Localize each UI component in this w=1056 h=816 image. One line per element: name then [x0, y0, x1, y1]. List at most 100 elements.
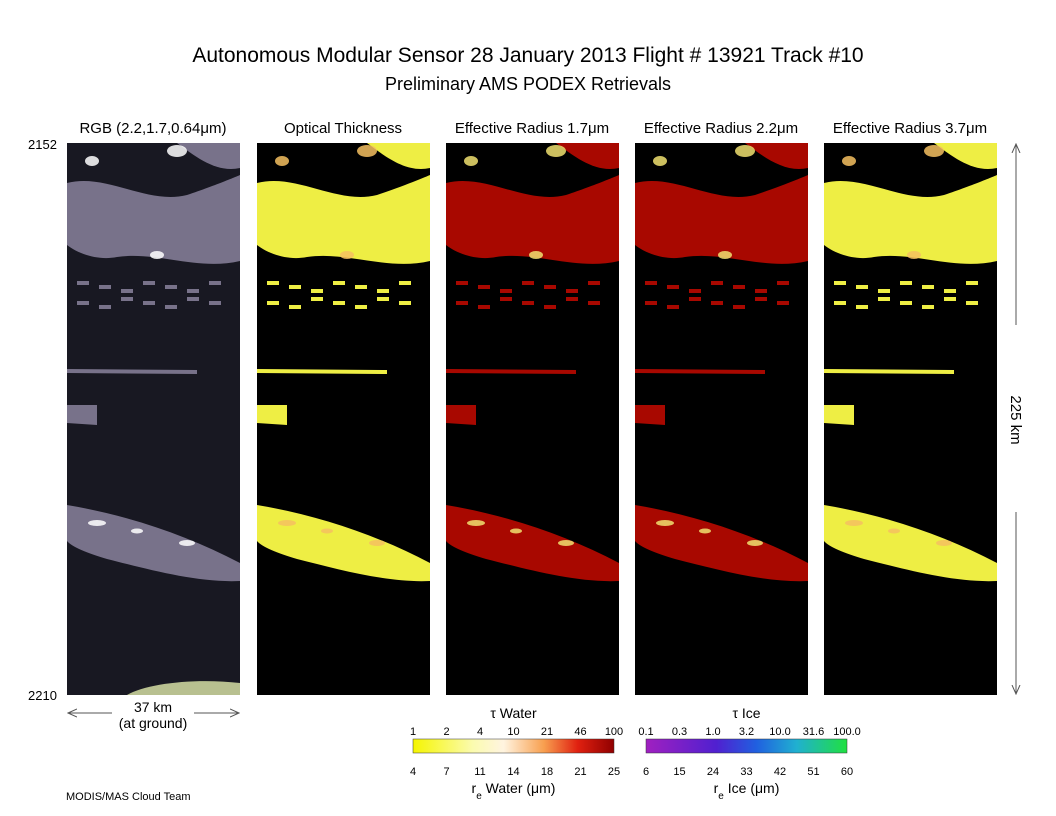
cloud-region — [177, 143, 240, 169]
cloud-cell — [856, 285, 868, 289]
panel-image — [257, 143, 430, 695]
panel-title: Effective Radius 1.7μm — [455, 120, 609, 137]
cloud-cell — [566, 297, 578, 301]
cloud-spot — [907, 251, 921, 259]
cloud-spot — [699, 528, 711, 534]
cloud-cell — [267, 281, 279, 285]
cloud-cell — [399, 301, 411, 305]
cloud-region — [257, 369, 387, 374]
cloud-cell — [834, 301, 846, 305]
colorbar-tick-label: 60 — [841, 766, 853, 778]
subtitle: Preliminary AMS PODEX Retrievals — [385, 74, 671, 94]
cloud-cell — [588, 301, 600, 305]
colorbar-tick-label: 3.2 — [739, 726, 754, 738]
cloud-cell — [878, 297, 890, 301]
cloud-cell — [333, 301, 345, 305]
cloud-region — [257, 175, 430, 264]
cloud-cell — [588, 281, 600, 285]
colorbar-tick-label: 1 — [410, 726, 416, 738]
colorbar-tick-label: 21 — [541, 726, 553, 738]
cloud-cell — [733, 305, 745, 309]
cloud-region — [824, 369, 954, 374]
cloud-region — [446, 405, 476, 425]
cloud-cell — [456, 281, 468, 285]
colorbar-tick-label: 1.0 — [705, 726, 720, 738]
colorbar-bottom-title: re Water (μm) — [472, 780, 556, 802]
cloud-cell — [399, 281, 411, 285]
colorbar-tick-label: 10.0 — [769, 726, 790, 738]
cloud-cell — [922, 285, 934, 289]
cloud-spot — [321, 528, 333, 534]
title-part: e — [476, 791, 482, 802]
cloud-cell — [667, 285, 679, 289]
cloud-cell — [900, 301, 912, 305]
cloud-cell — [944, 289, 956, 293]
colorbar-tick-label: 4 — [477, 726, 483, 738]
cloud-cell — [77, 301, 89, 305]
time-start: 2152 — [28, 137, 57, 152]
cloud-cell — [377, 297, 389, 301]
cloud-region — [257, 405, 287, 425]
label-bg — [112, 700, 194, 730]
cloud-cell — [121, 297, 133, 301]
title-part: r — [472, 780, 477, 796]
cloud-region — [824, 405, 854, 425]
cloud-spot — [150, 251, 164, 259]
cloud-spot — [924, 145, 944, 157]
cloud-region — [67, 505, 240, 582]
cloud-cell — [755, 297, 767, 301]
cloud-spot — [653, 156, 667, 166]
cloud-spot — [179, 540, 195, 546]
panel-image — [446, 143, 619, 695]
cloud-spot — [85, 156, 99, 166]
colorbar-top-title: τ Ice — [732, 705, 760, 721]
cloud-cell — [355, 285, 367, 289]
colorbar-tick-label: 14 — [507, 766, 519, 778]
cloud-cell — [267, 301, 279, 305]
cloud-region — [446, 505, 619, 582]
cloud-cell — [121, 289, 133, 293]
cloud-cell — [522, 301, 534, 305]
cloud-cell — [834, 281, 846, 285]
cloud-spot — [167, 145, 187, 157]
cloud-cell — [209, 301, 221, 305]
cloud-cell — [689, 297, 701, 301]
cloud-cell — [99, 305, 111, 309]
colorbar-tick-label: 0.1 — [638, 726, 653, 738]
time-end: 2210 — [28, 688, 57, 703]
cloud-cell — [856, 305, 868, 309]
cloud-cell — [900, 281, 912, 285]
title: Autonomous Modular Sensor 28 January 201… — [192, 44, 863, 67]
cloud-region — [635, 369, 765, 374]
cloud-cell — [500, 297, 512, 301]
cloud-cell — [289, 305, 301, 309]
colorbar-tick-label: 4 — [410, 766, 416, 778]
colorbar-tick-label: 2 — [443, 726, 449, 738]
panel-image — [67, 143, 240, 695]
cloud-region — [446, 369, 576, 374]
colorbar — [412, 738, 615, 754]
cloud-cell — [667, 305, 679, 309]
panel-image — [635, 143, 808, 695]
cloud-region — [67, 175, 240, 264]
colorbar-tick-label: 7 — [443, 766, 449, 778]
colorbar-tick-label: 24 — [707, 766, 719, 778]
cloud-region — [745, 143, 808, 169]
cloud-cell — [77, 281, 89, 285]
panel-title: Optical Thickness — [284, 120, 402, 137]
cloud-region — [257, 505, 430, 582]
cloud-spot — [735, 145, 755, 157]
colorbar-tick-label: 100.0 — [833, 726, 861, 738]
colorbar-tick-label: 21 — [574, 766, 586, 778]
colorbar-tick-label: 42 — [774, 766, 786, 778]
cloud-cell — [311, 289, 323, 293]
cloud-cell — [711, 281, 723, 285]
cloud-cell — [944, 297, 956, 301]
cloud-cell — [755, 289, 767, 293]
panel-title: Effective Radius 3.7μm — [833, 120, 987, 137]
cloud-spot — [936, 540, 952, 546]
width-label: 37 km — [134, 699, 172, 715]
cloud-cell — [289, 285, 301, 289]
cloud-cell — [777, 281, 789, 285]
